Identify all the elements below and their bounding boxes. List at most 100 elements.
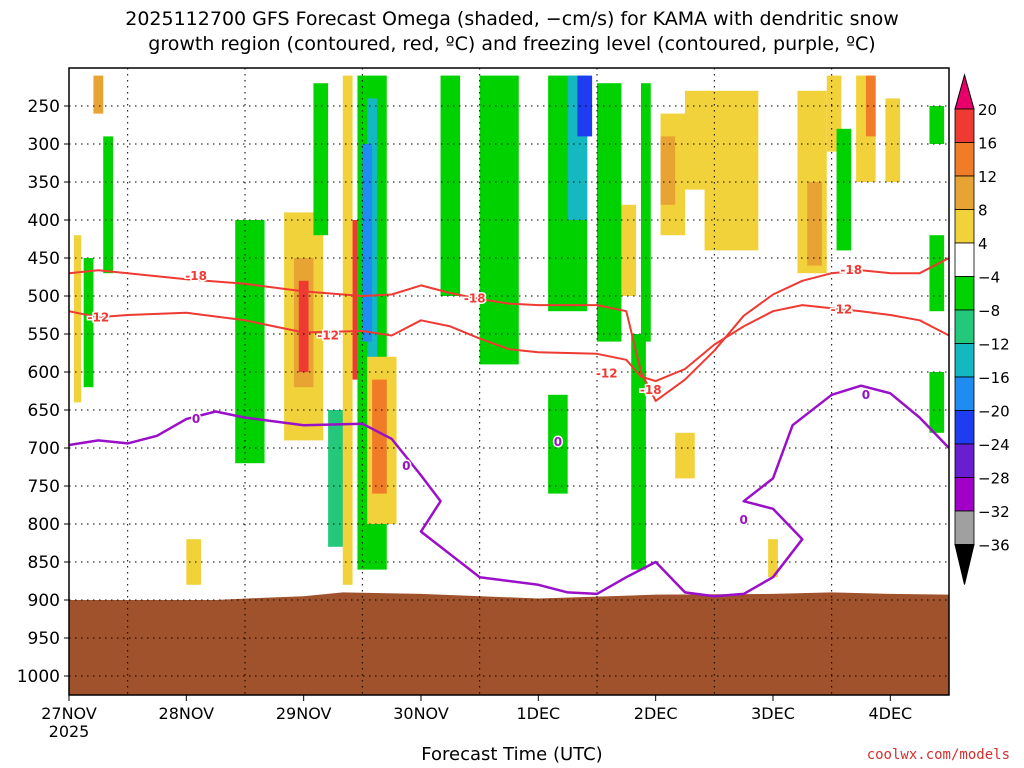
terrain-ground [69,592,949,695]
colorbar-label-11: −28 [978,470,1010,488]
colorbar-bin-5 [954,242,975,277]
colorbar-label-0: 20 [978,101,997,119]
omega-cell-0 [73,235,82,403]
colorbar-label-7: −12 [978,336,1010,354]
colorbar-bin-2 [954,142,975,177]
colorbar-bin-3 [954,175,975,210]
y-tick-label-750: 750 [28,477,60,497]
colorbar-bin-9 [954,376,975,411]
y-tick-label-650: 650 [28,401,60,421]
x-tick-label-28NOV: 28NOV [159,704,215,723]
omega-cell-31 [675,432,695,479]
omega-cell-5 [235,220,265,464]
omega-cell-8 [298,280,309,372]
omega-cell-18 [440,75,461,296]
omega-cell-15 [362,144,373,342]
y-tick-label-700: 700 [28,439,60,459]
contour-label-zero-b: 0 [402,459,410,473]
colorbar-label-10: −24 [978,436,1010,454]
contour-label-zero-d: 0 [739,513,747,527]
contour-label-minus12-c: -12 [596,367,618,381]
colorbar-label-3: 8 [978,202,988,220]
x-tick-label-1DEC: 1DEC [516,704,560,723]
omega-cell-4 [186,539,201,585]
contour-label-zero-a: 0 [192,412,200,426]
omega-cell-40 [885,98,901,182]
omega-cell-11 [342,75,353,585]
contour-freezing-zero [69,384,949,598]
x-tick-label-29NOV: 29NOV [276,704,332,723]
colorbar-bin-8 [954,343,975,378]
colorbar-label-2: 12 [978,168,997,186]
omega-cell-33 [768,539,778,578]
colorbar-label-6: −8 [978,302,1000,320]
x-tick-label-27NOV: 27NOV [41,704,97,723]
contour-label-minus18-b: -18 [464,291,486,305]
colorbar-label-8: −16 [978,369,1010,387]
colorbar-bin-1 [954,108,975,143]
x-tick-label-3DEC: 3DEC [751,704,795,723]
colorbar-label-13: −36 [978,537,1010,555]
omega-cell-17 [372,379,387,494]
y-tick-label-850: 850 [28,553,60,573]
colorbar-bin-4 [954,209,975,244]
omega-cell-27 [641,83,651,342]
colorbar-bottom-arrow [954,544,975,585]
chart-title-line-1: 2025112700 GFS Forecast Omega (shaded, −… [125,8,899,30]
contour-label-minus18-a: -18 [185,269,207,283]
colorbar-bin-12 [954,477,975,512]
colorbar-label-5: −4 [978,269,1000,287]
omega-cell-19 [479,75,519,365]
omega-cell-43 [929,372,945,433]
y-tick-label-350: 350 [28,173,60,193]
y-tick-label-800: 800 [28,515,60,535]
y-tick-label-900: 900 [28,591,60,611]
x-tick-label-2DEC: 2DEC [634,704,678,723]
omega-cell-29 [660,136,676,205]
colorbar-bin-6 [954,276,975,311]
omega-cell-23 [597,83,622,342]
contour-label-minus12-b: -12 [317,329,339,343]
y-tick-label-450: 450 [28,249,60,269]
contour-label-minus12-d: -12 [831,303,853,317]
y-tick-label-950: 950 [28,629,60,649]
y-tick-label-600: 600 [28,363,60,383]
colorbar-label-9: −20 [978,403,1010,421]
omega-cell-42 [929,235,945,312]
omega-cell-3 [83,258,94,388]
omega-cell-12 [352,220,358,380]
omega-cell-26 [631,334,646,570]
plot-frame [68,67,950,696]
colorbar-bin-13 [954,510,975,545]
omega-cell-37 [836,128,852,251]
omega-cell-24 [548,394,568,494]
colorbar-label-12: −32 [978,503,1010,521]
x-axis-title: Forecast Time (UTC) [421,744,603,765]
chart-title-line-2: growth region (contoured, red, ºC) and f… [148,33,876,55]
site-credit: coolwx.com/models [866,747,1010,763]
colorbar-bin-11 [954,443,975,478]
contour-minus12 [69,304,949,383]
omega-cell-39 [865,75,876,137]
omega-cell-32 [704,90,759,251]
y-tick-label-400: 400 [28,211,60,231]
omega-cell-1 [93,75,104,114]
y-tick-label-550: 550 [28,325,60,345]
contour-label-minus18-c: -18 [640,383,662,397]
omega-cell-25 [621,204,637,296]
colorbar-bin-7 [954,309,975,344]
omega-cell-22 [577,75,593,137]
x-tick-label-30NOV: 30NOV [393,704,449,723]
colorbar-label-4: 4 [978,235,988,253]
contour-minus18 [69,257,949,402]
colorbar-top-arrow [954,73,975,110]
y-tick-label-1000: 1000 [17,667,60,687]
y-tick-label-500: 500 [28,287,60,307]
x-tick-label-4DEC: 4DEC [868,704,912,723]
contour-label-zero-e: 0 [862,388,870,402]
contour-label-zero-c: 0 [554,435,562,449]
omega-cell-9 [313,83,329,236]
y-tick-label-300: 300 [28,135,60,155]
y-tick-label-250: 250 [28,97,60,117]
